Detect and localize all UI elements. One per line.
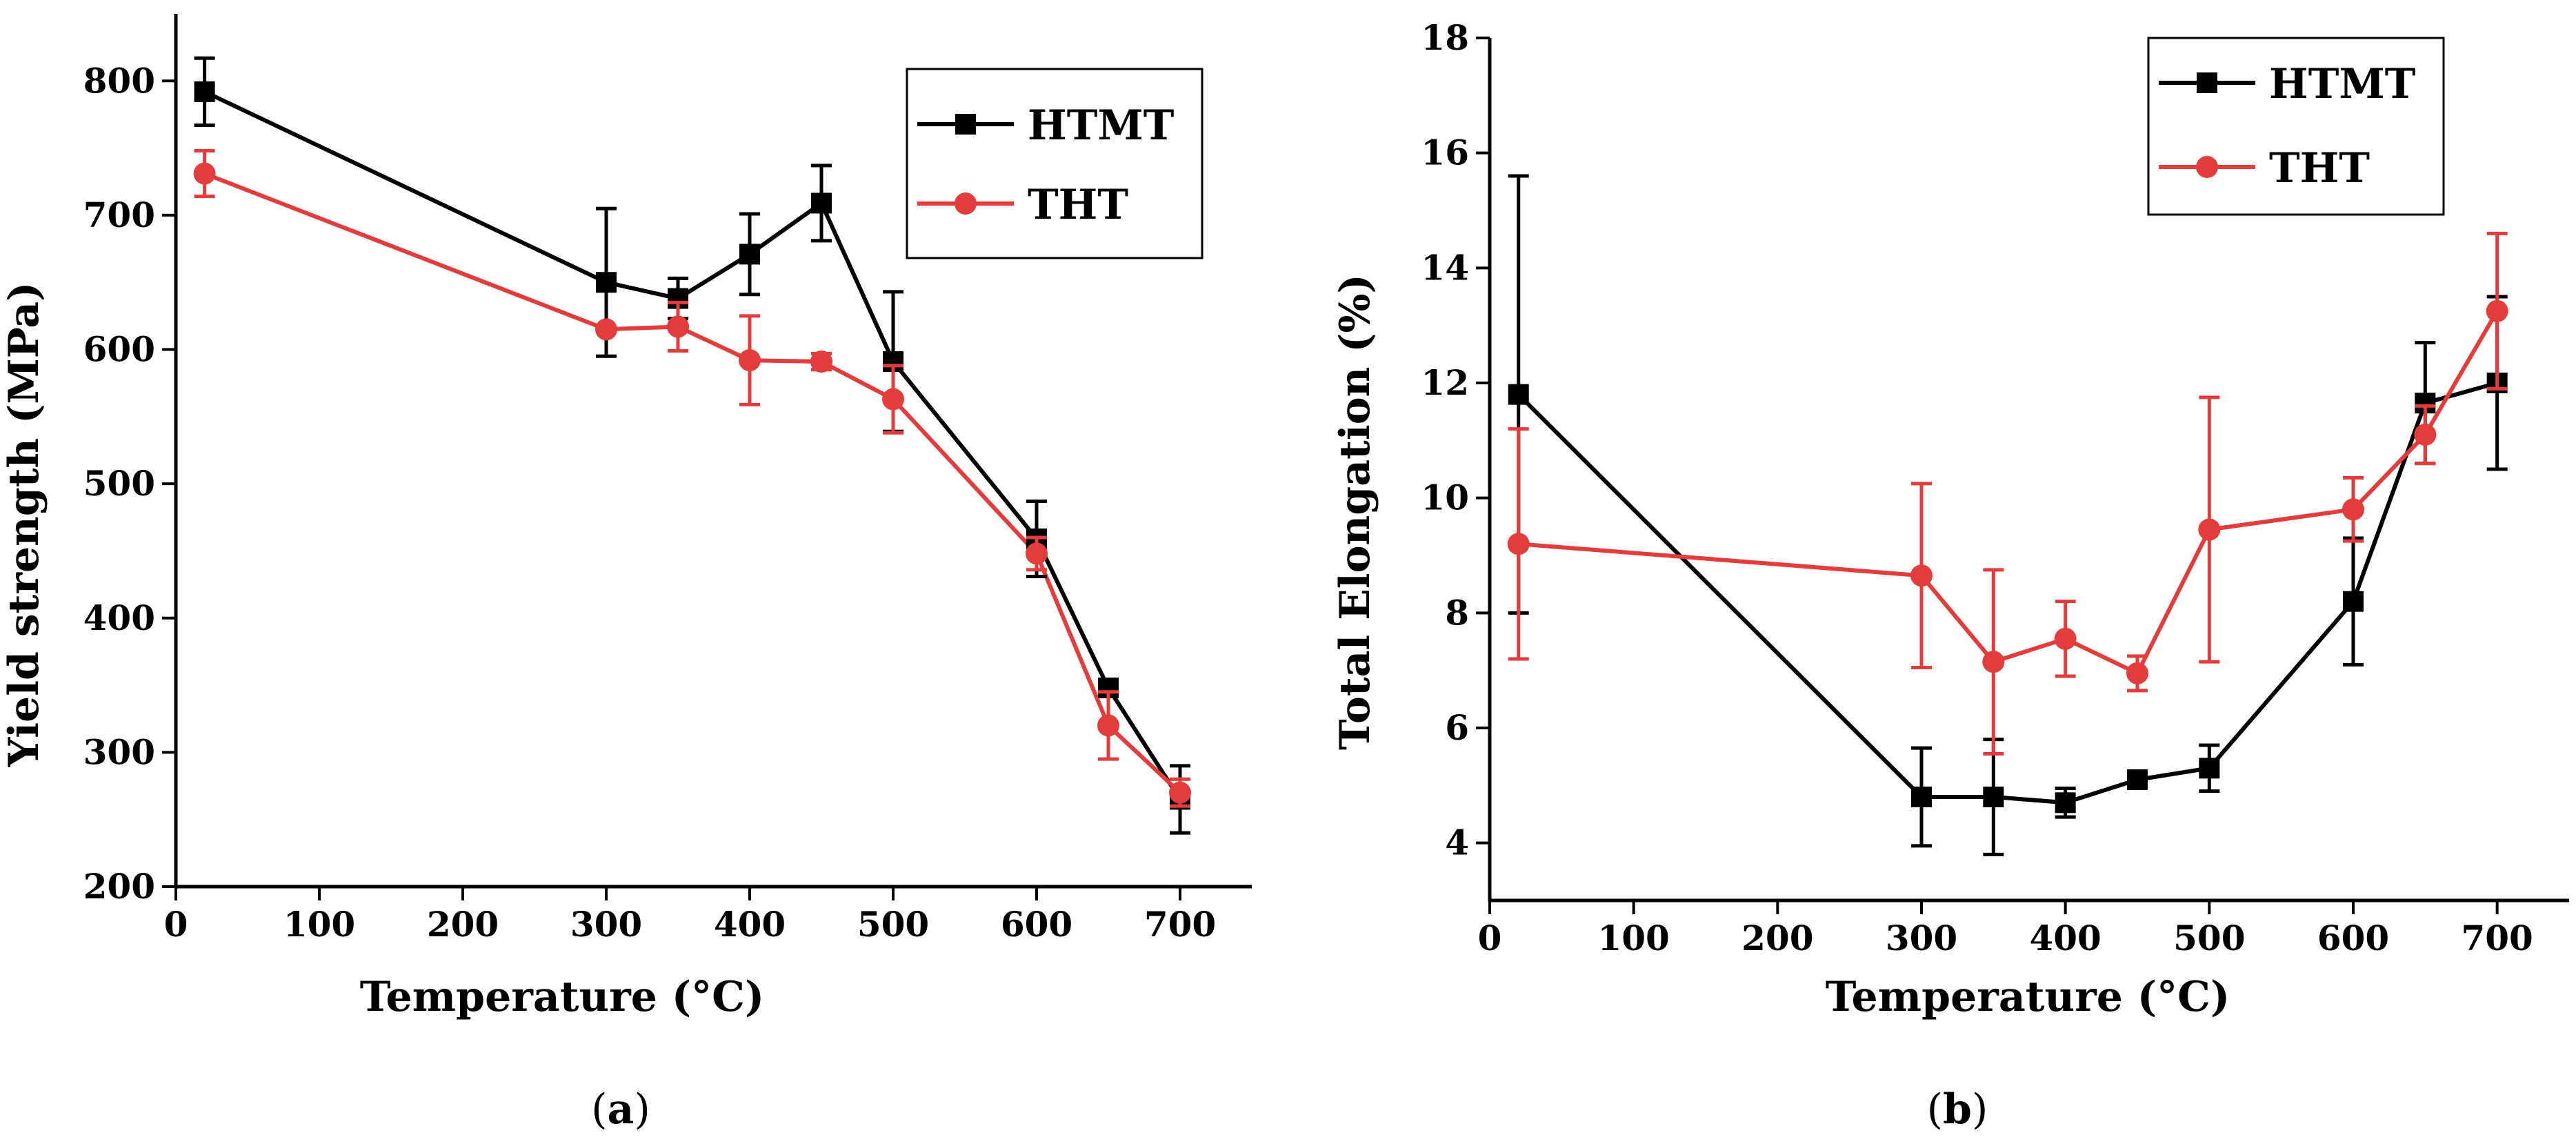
- panel-b-htmt-point: [2343, 591, 2364, 612]
- panel-b-x-tick-label: 400: [2029, 918, 2101, 958]
- panel-b-plot-area: [1507, 174, 2508, 856]
- panel-b-htmt-point: [1508, 384, 1529, 405]
- panel-b-x-tick-label: 300: [1886, 918, 1957, 958]
- panel-b-y-tick-label: 10: [1421, 477, 1469, 518]
- panel-b-y-tick-label: 8: [1445, 592, 1469, 633]
- panel-a-y-tick-label: 800: [83, 60, 155, 101]
- panel-a-legend-tht-label: THT: [1028, 181, 1128, 229]
- panel-a-tht-point: [810, 351, 832, 373]
- panel-b-tht-point: [2198, 518, 2221, 541]
- panel-b-legend-htmt-label: HTMT: [2269, 60, 2416, 108]
- panel-a-tht-point: [739, 349, 761, 372]
- panel-a-y-tick-label: 200: [83, 866, 155, 907]
- panel-a-legend-htmt-marker: [955, 114, 976, 135]
- panel-a-y-ticks: 200 300 400 500 600 700 800: [83, 60, 176, 907]
- panel-b-tht-point: [2342, 498, 2364, 521]
- panel-a-y-tick-label: 600: [83, 329, 155, 370]
- panel-b-htmt-point: [1983, 787, 2004, 807]
- panel-a-tht-point: [595, 318, 617, 341]
- panel-b-x-tick-label: 0: [1478, 918, 1502, 958]
- panel-a-x-tick-label: 400: [714, 904, 786, 945]
- panel-b-legend-tht-marker: [2196, 156, 2218, 178]
- panel-a-legend-htmt-label: HTMT: [1028, 101, 1175, 150]
- panel-b-htmt-point: [2127, 769, 2148, 790]
- panel-a-y-tick-label: 500: [83, 463, 155, 504]
- panel-a-legend-box: [906, 68, 1204, 259]
- panel-a-x-tick-label: 300: [570, 904, 642, 945]
- panel-a-legend: HTMT THT: [906, 68, 1204, 259]
- panel-b-x-tick-label: 500: [2173, 918, 2245, 958]
- panel-b-x-tick-label: 700: [2461, 918, 2533, 958]
- panel-a-legend-tht-marker: [955, 193, 977, 215]
- panel-b-axes: [1488, 38, 2569, 903]
- panel-b-legend-tht-label: THT: [2269, 144, 2370, 193]
- panel-b-x-tick-label: 200: [1741, 918, 1813, 958]
- panel-b-y-tick-label: 18: [1421, 17, 1469, 58]
- panel-b-x-ticks: 0 100 200 300 400 500 600 700: [1478, 900, 2533, 958]
- panel-a-caption: (a): [591, 1085, 650, 1134]
- panel-a-y-tick-label: 700: [83, 195, 155, 235]
- panel-b-tht-point: [1910, 564, 1933, 587]
- panel-b-y-tick-label: 12: [1421, 362, 1469, 403]
- panel-a-htmt-point: [739, 244, 760, 265]
- panel-b-y-tick-label: 6: [1445, 707, 1469, 748]
- panel-b-x-axis-title: Temperature (°C): [1826, 973, 2230, 1021]
- panel-b-htmt-point: [2055, 792, 2076, 813]
- panel-a-htmt-point: [596, 272, 617, 293]
- panel-b-y-tick-label: 14: [1421, 247, 1469, 288]
- panel-a-x-tick-label: 500: [857, 904, 929, 945]
- panel-a-x-tick-label: 200: [427, 904, 499, 945]
- panel-b-htmt-point: [1911, 787, 1932, 807]
- panel-b-total-elongation: 0 100 200 300 400 500 600 700 4 6 8 10 12 14 16 18 Tem…: [1331, 17, 2569, 1134]
- panel-a-tht-point: [667, 315, 689, 338]
- panel-a-yield-strength: 0 100 200 300 400 500 600 700 200 300 400 500 600 70…: [0, 14, 1252, 1134]
- panel-b-legend-htmt-marker: [2197, 72, 2217, 93]
- panel-a-x-tick-label: 100: [283, 904, 355, 945]
- panel-b-y-tick-label: 4: [1445, 822, 1469, 863]
- panel-a-plot-area: [193, 56, 1191, 835]
- panel-b-htmt-point: [2199, 758, 2220, 779]
- panel-b-tht-point: [2126, 662, 2148, 684]
- panel-a-tht-point: [193, 162, 216, 185]
- panel-b-legend: HTMT THT: [2147, 37, 2445, 216]
- panel-b-tht-point: [2414, 424, 2437, 446]
- panel-a-tht-point: [1097, 714, 1119, 737]
- panel-a-tht-point: [1169, 781, 1191, 804]
- panel-b-x-tick-label: 600: [2317, 918, 2389, 958]
- panel-a-caption-letter: a: [608, 1085, 635, 1134]
- panel-a-y-tick-label: 300: [83, 731, 155, 772]
- panel-a-x-axis-title: Temperature (°C): [360, 973, 765, 1021]
- panel-a-tht-point: [882, 388, 904, 411]
- panel-b-tht-point: [1982, 651, 2005, 673]
- panel-a-axes: [174, 14, 1252, 889]
- panel-b-caption-letter: b: [1943, 1085, 1972, 1134]
- panel-b-tht-point: [1507, 533, 1530, 555]
- panel-a-x-tick-label: 0: [164, 904, 188, 945]
- panel-a-y-axis-title: Yield strength (MPa): [0, 282, 48, 767]
- panel-a-htmt-point: [811, 193, 832, 214]
- panel-a-x-ticks: 0 100 200 300 400 500 600 700: [164, 887, 1216, 945]
- panel-a-tht-point: [1026, 542, 1048, 565]
- panel-b-y-ticks: 4 6 8 10 12 14 16 18: [1421, 17, 1490, 863]
- panel-b-y-tick-label: 16: [1421, 132, 1469, 173]
- panel-a-htmt-point: [194, 81, 215, 102]
- panel-b-tht-point: [2486, 299, 2508, 322]
- panel-a-x-tick-label: 700: [1144, 904, 1216, 945]
- panel-b-x-tick-label: 100: [1597, 918, 1669, 958]
- panel-a-x-tick-label: 600: [1001, 904, 1072, 945]
- panel-a-y-tick-label: 400: [83, 598, 155, 638]
- panel-b-tht-point: [2054, 627, 2077, 650]
- panel-b-y-axis-title: Total Elongation (%): [1331, 274, 1379, 750]
- panel-b-caption: (b): [1927, 1085, 1988, 1134]
- panel-b-legend-box: [2147, 37, 2445, 216]
